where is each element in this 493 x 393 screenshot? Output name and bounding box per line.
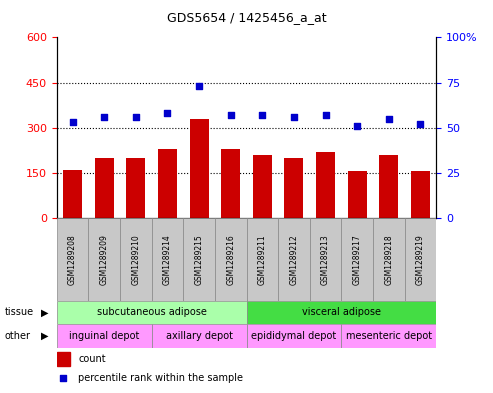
Text: GSM1289213: GSM1289213 <box>321 234 330 285</box>
Point <box>417 121 424 127</box>
Bar <box>246 218 278 301</box>
Text: mesenteric depot: mesenteric depot <box>346 331 432 341</box>
Bar <box>189 119 209 218</box>
Point <box>353 123 361 129</box>
Bar <box>411 171 430 218</box>
Text: axillary depot: axillary depot <box>166 331 233 341</box>
Bar <box>120 218 152 301</box>
Point <box>385 116 393 122</box>
Text: other: other <box>5 331 31 341</box>
Text: GSM1289218: GSM1289218 <box>385 234 393 285</box>
Bar <box>253 155 272 218</box>
Bar <box>316 152 335 218</box>
Bar <box>348 171 367 218</box>
Text: ▶: ▶ <box>40 331 48 341</box>
Bar <box>57 324 152 348</box>
Text: percentile rank within the sample: percentile rank within the sample <box>78 373 244 383</box>
Bar <box>95 158 113 218</box>
Point <box>195 83 203 89</box>
Text: GSM1289208: GSM1289208 <box>68 234 77 285</box>
Bar <box>57 352 70 365</box>
Point <box>290 114 298 120</box>
Text: GSM1289211: GSM1289211 <box>258 234 267 285</box>
Text: GSM1289212: GSM1289212 <box>289 234 298 285</box>
Bar <box>310 218 341 301</box>
Bar <box>158 149 177 218</box>
Text: tissue: tissue <box>5 307 34 318</box>
Bar <box>57 218 88 301</box>
Bar <box>373 218 405 301</box>
Bar <box>246 301 436 324</box>
Text: subcutaneous adipose: subcutaneous adipose <box>97 307 207 318</box>
Text: GSM1289216: GSM1289216 <box>226 234 235 285</box>
Bar <box>246 324 341 348</box>
Bar <box>278 218 310 301</box>
Bar <box>183 218 215 301</box>
Text: GSM1289219: GSM1289219 <box>416 234 425 285</box>
Bar <box>380 155 398 218</box>
Text: GDS5654 / 1425456_a_at: GDS5654 / 1425456_a_at <box>167 11 326 24</box>
Text: visceral adipose: visceral adipose <box>302 307 381 318</box>
Text: inguinal depot: inguinal depot <box>69 331 140 341</box>
Bar <box>405 218 436 301</box>
Point <box>321 112 329 118</box>
Text: GSM1289214: GSM1289214 <box>163 234 172 285</box>
Text: ▶: ▶ <box>40 307 48 318</box>
Bar <box>284 158 304 218</box>
Bar <box>88 218 120 301</box>
Bar <box>152 324 246 348</box>
Text: GSM1289210: GSM1289210 <box>131 234 141 285</box>
Bar <box>57 301 246 324</box>
Point <box>69 119 76 125</box>
Point <box>132 114 140 120</box>
Point <box>100 114 108 120</box>
Point <box>227 112 235 118</box>
Bar <box>341 324 436 348</box>
Bar <box>63 170 82 218</box>
Bar <box>152 218 183 301</box>
Text: epididymal depot: epididymal depot <box>251 331 337 341</box>
Text: GSM1289209: GSM1289209 <box>100 234 108 285</box>
Point <box>258 112 266 118</box>
Bar <box>215 218 246 301</box>
Point <box>164 110 172 116</box>
Bar <box>221 149 240 218</box>
Text: GSM1289215: GSM1289215 <box>195 234 204 285</box>
Text: count: count <box>78 354 106 364</box>
Point <box>60 375 68 381</box>
Bar <box>126 158 145 218</box>
Text: GSM1289217: GSM1289217 <box>352 234 362 285</box>
Bar <box>341 218 373 301</box>
